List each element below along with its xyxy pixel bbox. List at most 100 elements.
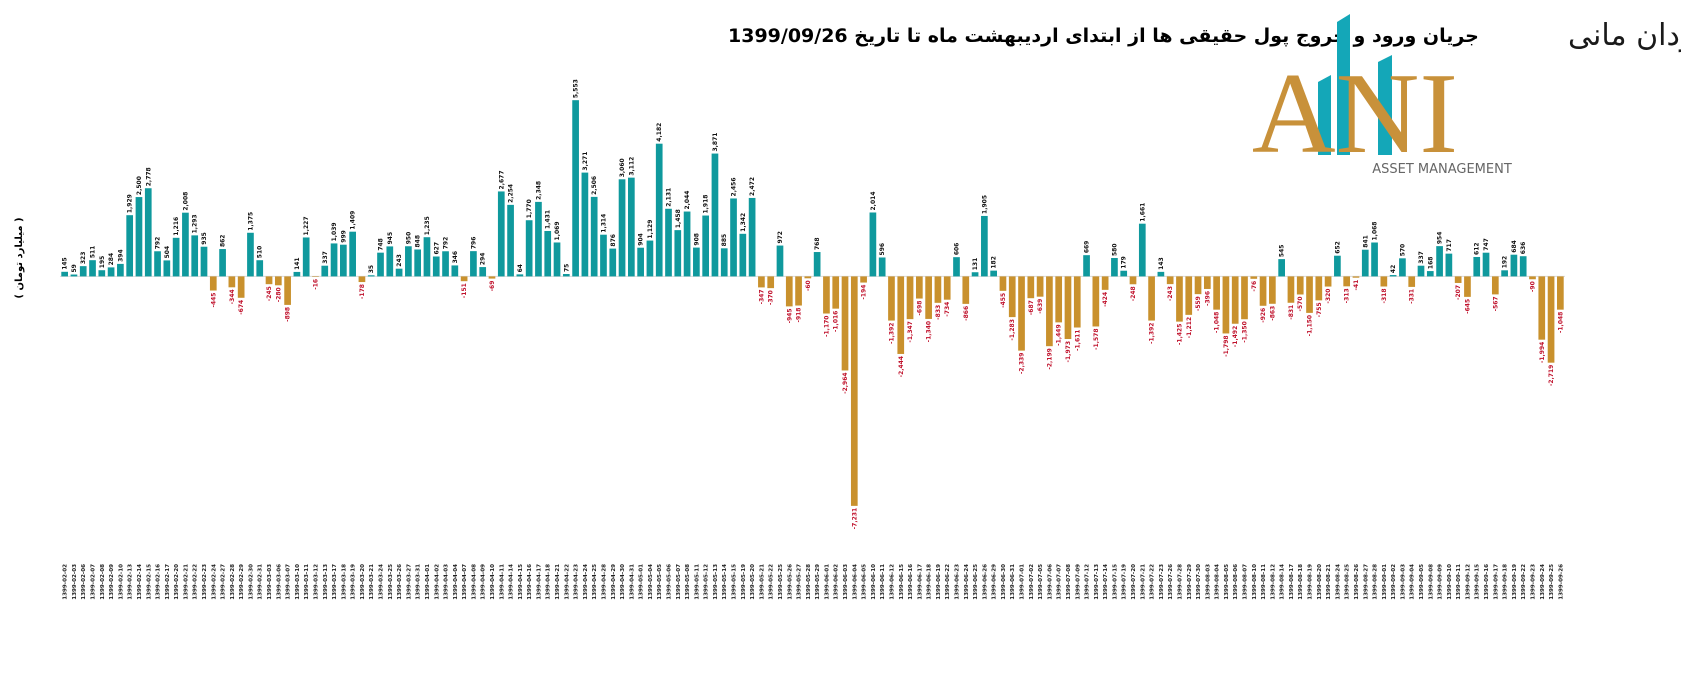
value-label: 145 (62, 257, 69, 270)
bar (1083, 255, 1090, 277)
value-label: 1,342 (740, 213, 747, 232)
bar (144, 188, 152, 277)
x-tick-label: 1399-02-30 (248, 564, 254, 600)
x-tick-label: 1399-03-12 (313, 564, 319, 600)
bar (479, 267, 487, 277)
bar (999, 276, 1007, 291)
value-label: 1,314 (600, 214, 607, 233)
x-tick-label: 1399-08-19 (1308, 564, 1314, 600)
value-label: -866 (963, 306, 970, 321)
bar (1417, 265, 1425, 277)
bar (748, 197, 756, 277)
bar (934, 276, 942, 303)
x-tick-label: 1399-07-08 (1066, 564, 1072, 600)
bar (1008, 276, 1016, 318)
bar (655, 143, 663, 277)
value-label: -90 (1529, 281, 1536, 292)
value-label: 580 (1111, 243, 1118, 256)
x-tick-label: 1399-02-14 (137, 564, 143, 600)
value-label: 2,348 (535, 181, 542, 200)
x-tick-label: 1399-07-09 (1075, 564, 1081, 600)
value-label: -698 (916, 301, 923, 316)
x-tick-label: 1399-02-03 (72, 564, 78, 600)
value-label: -69 (489, 281, 496, 292)
bar (813, 252, 821, 277)
bar (572, 100, 579, 277)
value-label: -347 (758, 289, 765, 304)
x-tick-label: 1399-09-19 (1512, 564, 1518, 600)
bar (1278, 259, 1285, 277)
bar (405, 246, 412, 277)
value-label: -755 (1316, 302, 1323, 317)
bar (1073, 276, 1081, 328)
bar (1361, 249, 1369, 277)
value-label: -945 (786, 308, 793, 323)
value-label: 59 (71, 264, 78, 272)
value-label: 168 (1427, 257, 1434, 270)
bar (1464, 276, 1471, 297)
x-tick-label: 1399-09-24 (1540, 564, 1546, 600)
value-label: -1,425 (1176, 324, 1183, 345)
value-label: -559 (1195, 296, 1202, 311)
x-tick-label: 1399-02-28 (230, 564, 236, 600)
bar (1250, 276, 1258, 279)
value-label: -60 (805, 280, 812, 291)
x-tick-label: 1399-06-26 (982, 564, 988, 600)
value-label: 999 (340, 230, 347, 243)
x-tick-label: 1399-05-20 (750, 564, 756, 600)
bar (665, 208, 672, 277)
value-label: -1,392 (888, 323, 895, 344)
x-tick-label: 1399-04-22 (564, 564, 570, 600)
x-tick-label: 1399-09-17 (1493, 564, 1499, 600)
bar (377, 252, 384, 277)
value-label: 64 (517, 264, 524, 272)
x-tick-label: 1399-07-20 (1131, 564, 1137, 600)
value-label: -243 (1167, 286, 1174, 301)
x-tick-label: 1399-06-02 (834, 564, 840, 600)
x-tick-label: 1399-05-26 (787, 564, 793, 600)
value-label: -248 (1130, 286, 1137, 301)
x-tick-label: 1399-04-07 (462, 564, 468, 600)
bar (683, 211, 691, 277)
x-tick-label: 1399-06-24 (964, 564, 970, 600)
bar (1027, 276, 1035, 299)
value-label: 841 (1362, 235, 1369, 248)
value-label: -1,973 (1065, 341, 1072, 362)
value-label: -455 (1000, 293, 1007, 308)
value-label: -674 (238, 300, 245, 315)
x-tick-label: 1399-04-17 (536, 564, 542, 600)
x-tick-label: 1399-08-21 (1326, 564, 1332, 600)
value-label: -645 (1464, 299, 1471, 314)
value-label: 3,271 (582, 152, 589, 171)
value-label: -1,350 (1241, 321, 1248, 342)
x-tick-label: 1399-09-23 (1530, 564, 1536, 600)
bar (470, 251, 477, 277)
x-tick-label: 1399-06-16 (908, 564, 914, 600)
x-tick-label: 1399-09-11 (1456, 564, 1462, 600)
value-label: 545 (1279, 245, 1286, 258)
value-label: 1,929 (127, 194, 134, 213)
value-label: 4,182 (656, 123, 663, 142)
bar (1510, 254, 1518, 277)
x-tick-label: 1399-09-16 (1484, 564, 1490, 600)
bar (1343, 276, 1351, 287)
bar (804, 276, 812, 279)
x-tick-label: 1399-06-04 (852, 564, 858, 600)
x-tick-label: 1399-02-08 (100, 564, 106, 600)
bar (535, 201, 542, 277)
x-tick-label: 1399-07-28 (1177, 564, 1183, 600)
x-tick-label: 1399-06-05 (862, 564, 868, 600)
bar (1194, 276, 1202, 295)
value-label: 511 (90, 246, 97, 259)
x-tick-label: 1399-02-07 (91, 564, 97, 600)
x-tick-label: 1399-06-25 (973, 564, 979, 600)
x-tick-label: 1399-04-30 (620, 564, 626, 600)
bar (219, 249, 226, 277)
value-label: 1,661 (1139, 203, 1146, 222)
x-tick-label: 1399-02-29 (239, 564, 245, 600)
value-label: 2,677 (498, 170, 505, 189)
value-label: 1,068 (1372, 222, 1379, 241)
x-tick-label: 1399-09-15 (1475, 564, 1481, 600)
bar (897, 276, 905, 354)
value-label: -245 (266, 286, 273, 301)
